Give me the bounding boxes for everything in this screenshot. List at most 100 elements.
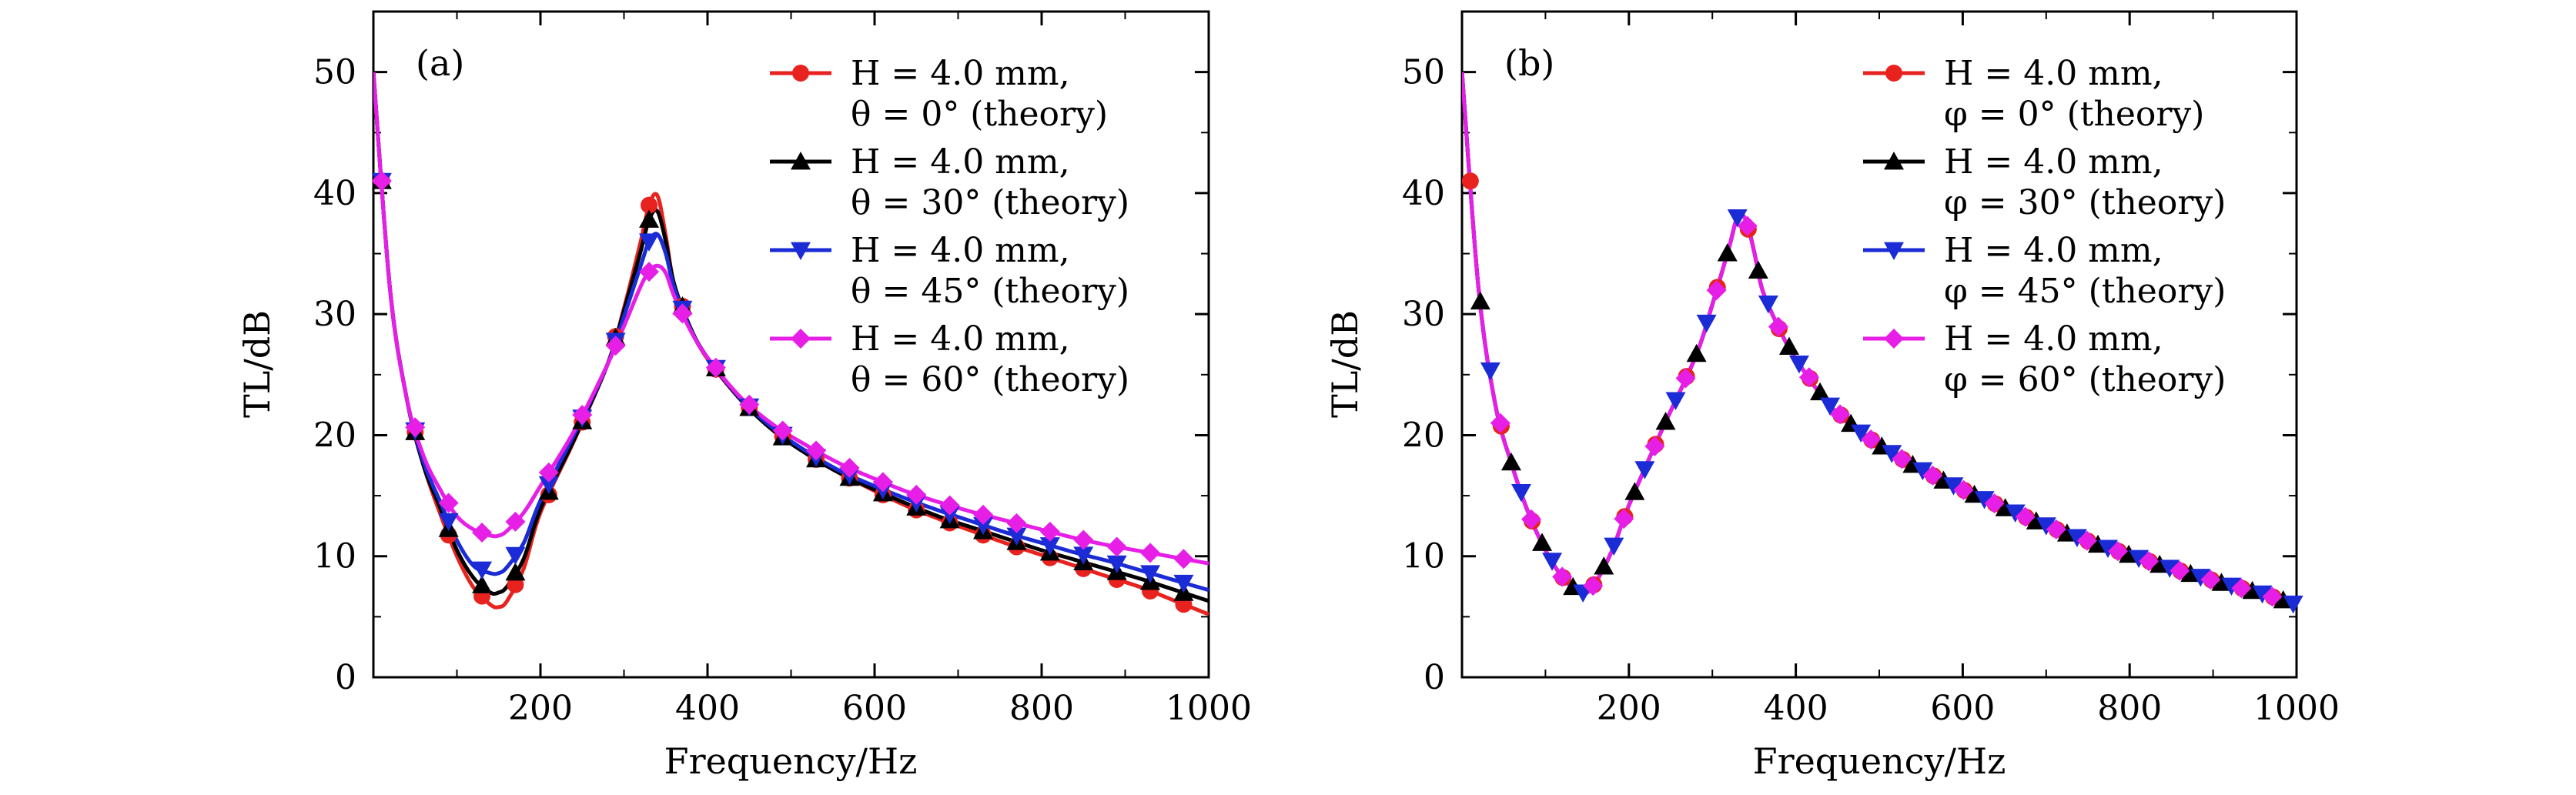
series-marker-3	[371, 171, 392, 192]
series-marker-1	[1655, 412, 1676, 430]
series-marker-3	[1953, 479, 1974, 500]
legend-marker	[791, 242, 811, 260]
series-marker-3	[2200, 570, 2221, 590]
x-tick-label: 800	[1009, 689, 1074, 728]
series-marker-2	[2252, 585, 2273, 604]
series-marker-2	[472, 561, 493, 580]
series-marker-3	[1892, 449, 1912, 469]
series-line-1	[373, 72, 1209, 603]
panel-a: TL/dB Frequency/Hz (a) 200 400 600 800 1000 0…	[236, 10, 1252, 782]
legend-label-line1: H = 4.0 mm,	[851, 54, 1070, 93]
series-marker-2	[1696, 314, 1717, 333]
series-marker-3	[2076, 530, 2097, 551]
series-marker-1	[1810, 382, 1831, 401]
series-marker-3	[939, 495, 960, 516]
series-marker-1	[1500, 452, 1521, 471]
series-marker-2	[1727, 209, 1748, 228]
y-tick-label: 0	[335, 658, 356, 697]
series-marker-2	[2159, 560, 2180, 578]
series-marker-3	[1798, 367, 1819, 388]
series-marker-3	[1521, 509, 1541, 529]
series-marker-2	[2283, 595, 2303, 614]
series-marker-3	[2015, 506, 2036, 527]
series-marker-2	[1140, 565, 1161, 583]
series-marker-1	[1717, 243, 1738, 262]
series-marker-3	[1644, 436, 1665, 456]
series-marker-3	[839, 457, 860, 478]
series-marker-2	[1758, 295, 1778, 314]
y-tick-label: 30	[1402, 295, 1445, 334]
series-marker-3	[1039, 521, 1060, 542]
x-tick-label: 600	[842, 689, 907, 728]
y-tick-label: 10	[313, 537, 356, 576]
series-marker-3	[672, 303, 693, 324]
legend-label-line2: θ = 0° (theory)	[851, 95, 1108, 134]
series-marker-2	[2129, 549, 2149, 569]
x-tick-label: 1000	[2253, 689, 2340, 728]
x-tick-label: 1000	[1166, 689, 1252, 728]
y-tick-label: 10	[1402, 537, 1445, 576]
series-marker-3	[1922, 465, 1943, 486]
series-marker-2	[1820, 397, 1841, 416]
series-marker-2	[1173, 574, 1194, 593]
series-marker-2	[1912, 462, 1933, 481]
series-marker-2	[2190, 569, 2211, 587]
series-marker-2	[639, 233, 660, 252]
legend-label-line2: θ = 45° (theory)	[851, 272, 1129, 311]
series-marker-3	[2108, 541, 2129, 562]
series-marker-3	[1706, 280, 1727, 301]
x-tick-label: 200	[508, 689, 573, 728]
series-marker-1	[505, 562, 526, 581]
legend-label-line1: H = 4.0 mm,	[1944, 231, 2163, 270]
series-marker-3	[505, 511, 526, 532]
legend-marker	[1884, 152, 1904, 170]
series-marker-2	[1882, 445, 1902, 463]
series-line-3	[373, 72, 1209, 566]
series-marker-3	[572, 405, 593, 426]
series-marker-2	[2066, 529, 2087, 547]
series-marker-3	[1614, 509, 1634, 529]
legend-marker	[1885, 65, 1902, 82]
series-marker-3	[1675, 368, 1696, 389]
series-marker-2	[1604, 537, 1624, 556]
series-marker-3	[2139, 551, 2159, 572]
series-marker-1	[1594, 556, 1614, 575]
series-marker-1	[472, 575, 493, 593]
series-marker-3	[1552, 566, 1573, 587]
legend-label-line2: φ = 30° (theory)	[1944, 183, 2226, 222]
series-marker-1	[1532, 533, 1553, 551]
series-marker-2	[505, 546, 526, 566]
legend-marker	[791, 329, 811, 349]
series-marker-3	[639, 262, 660, 282]
y-axis-label: TL/dB	[236, 310, 278, 418]
x-tick-label: 200	[1597, 689, 1661, 728]
series-marker-3	[772, 420, 793, 441]
series-marker-2	[2005, 504, 2026, 523]
series-marker-3	[1737, 215, 1758, 236]
legend-label-line1: H = 4.0 mm,	[1944, 54, 2163, 93]
series-marker-2	[1943, 477, 1964, 496]
series-marker-2	[1039, 537, 1060, 556]
series-marker-3	[1830, 404, 1851, 425]
series-marker-2	[2098, 539, 2119, 558]
x-tick-label: 600	[1930, 689, 1995, 728]
series-marker-3	[438, 493, 459, 513]
legend-marker	[1884, 242, 1904, 260]
x-axis-label: Frequency/Hz	[664, 740, 918, 782]
series-marker-3	[1140, 543, 1161, 563]
series-marker-3	[2046, 519, 2066, 539]
series-marker-2	[1106, 555, 1127, 574]
y-axis-label: TL/dB	[1324, 310, 1366, 418]
series-marker-2	[2036, 517, 2056, 536]
series-marker-3	[472, 523, 493, 543]
x-tick-label: 800	[2097, 689, 2162, 728]
legend-label-line2: φ = 0° (theory)	[1944, 95, 2204, 134]
series-marker-3	[1861, 429, 1882, 449]
series-marker-2	[1480, 362, 1500, 381]
y-tick-label: 50	[1402, 53, 1445, 92]
series-marker-3	[872, 472, 893, 493]
y-tick-label: 40	[1402, 174, 1445, 213]
legend-marker	[1884, 329, 1904, 349]
series-marker-3	[2262, 586, 2283, 607]
